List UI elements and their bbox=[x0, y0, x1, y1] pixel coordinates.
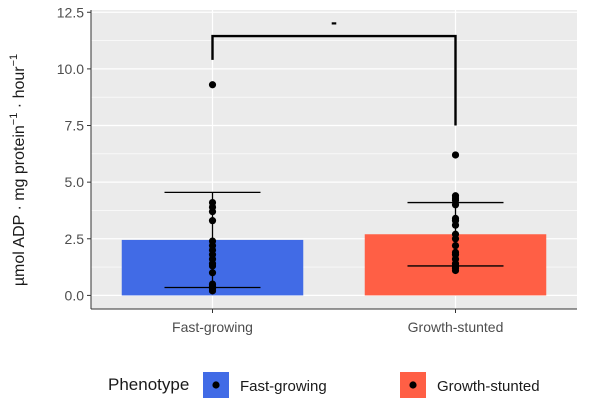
y-axis-title-mid: · hour bbox=[11, 66, 28, 113]
data-point bbox=[451, 151, 460, 159]
y-axis-title: µmol ADP · mg protein−1 · hour−1 bbox=[8, 54, 28, 286]
data-point bbox=[451, 266, 460, 275]
y-tick-label: 10.0 bbox=[57, 61, 84, 77]
data-points bbox=[208, 81, 460, 295]
data-point bbox=[208, 287, 217, 295]
significance-bracket: - bbox=[211, 12, 457, 126]
legend-label: Fast-growing bbox=[240, 378, 327, 395]
legend-title: Phenotype bbox=[108, 375, 189, 394]
data-point bbox=[208, 81, 217, 89]
legend-label: Growth-stunted bbox=[437, 378, 540, 395]
data-point bbox=[451, 241, 460, 250]
data-point bbox=[451, 201, 460, 209]
x-tick-label: Fast-growing bbox=[172, 319, 253, 335]
x-axis: Fast-growing Growth-stunted bbox=[91, 308, 577, 335]
y-axis-title-exponent-2: −1 bbox=[8, 54, 20, 67]
legend-key-point bbox=[212, 381, 220, 389]
y-axis-title-main: µmol ADP · mg protein bbox=[11, 125, 28, 286]
data-point bbox=[208, 262, 217, 270]
data-point bbox=[451, 235, 460, 243]
data-point bbox=[208, 207, 217, 216]
y-tick-label: 7.5 bbox=[65, 118, 85, 134]
y-axis-title-exponent-1: −1 bbox=[8, 113, 20, 126]
legend: Phenotype Fast-growing Growth-stunted bbox=[108, 372, 540, 398]
data-point bbox=[451, 221, 460, 229]
legend-key-point bbox=[409, 381, 417, 389]
bracket-line bbox=[211, 34, 457, 126]
y-tick-label: 5.0 bbox=[65, 174, 85, 190]
x-tick-label: Growth-stunted bbox=[408, 319, 504, 335]
y-tick-label: 2.5 bbox=[65, 231, 85, 247]
y-tick-label: 12.5 bbox=[57, 4, 84, 20]
significance-label: - bbox=[331, 12, 337, 32]
data-point bbox=[208, 217, 217, 225]
data-point bbox=[208, 269, 217, 277]
y-tick-label: 0.0 bbox=[65, 287, 85, 303]
y-axis: 0.0 2.5 5.0 7.5 10.0 12.5 bbox=[57, 4, 92, 309]
